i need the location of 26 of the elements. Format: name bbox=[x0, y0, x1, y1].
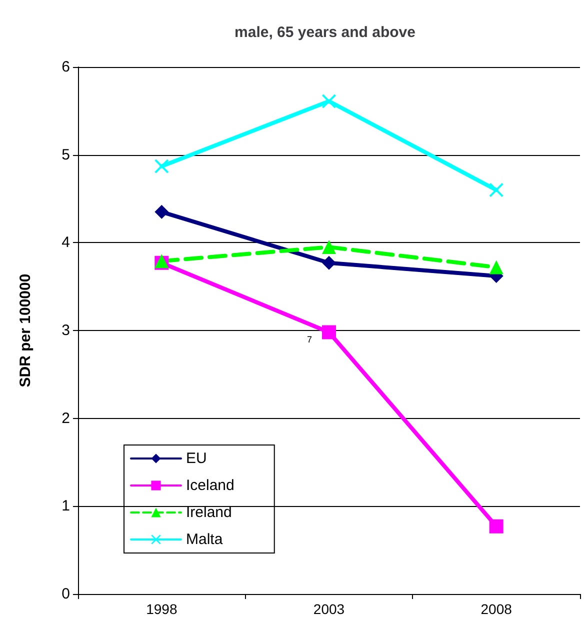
x-tick-label: 1998 bbox=[146, 601, 178, 617]
annotation: 7 bbox=[307, 334, 312, 344]
point bbox=[322, 240, 336, 254]
y-tick-label: 0 bbox=[62, 586, 70, 602]
y-axis-title: SDR per 100000 bbox=[17, 274, 34, 388]
y-tick-label: 6 bbox=[62, 58, 70, 76]
x-tick-label: 2003 bbox=[313, 601, 345, 617]
point bbox=[154, 204, 169, 219]
point bbox=[322, 325, 336, 340]
chart-title: male, 65 years and above bbox=[234, 24, 416, 41]
y-tick-label: 3 bbox=[62, 322, 70, 339]
point bbox=[489, 260, 504, 274]
legend-label: EU bbox=[186, 450, 207, 467]
legend-label: Iceland bbox=[186, 477, 234, 494]
legend-label: Malta bbox=[186, 531, 224, 548]
point bbox=[489, 182, 504, 197]
y-tick-label: 5 bbox=[62, 146, 70, 164]
y-tick-label: 2 bbox=[62, 410, 70, 427]
point bbox=[322, 94, 336, 108]
point bbox=[154, 159, 169, 174]
point bbox=[489, 519, 504, 534]
x-tick-label: 2008 bbox=[480, 601, 512, 617]
legend-label: Ireland bbox=[186, 504, 232, 521]
y-tick-label: 1 bbox=[62, 498, 70, 515]
point bbox=[322, 256, 336, 270]
y-tick-label: 4 bbox=[62, 234, 70, 252]
